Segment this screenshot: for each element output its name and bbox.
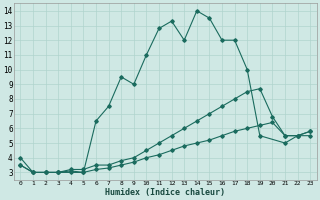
X-axis label: Humidex (Indice chaleur): Humidex (Indice chaleur): [105, 188, 225, 197]
